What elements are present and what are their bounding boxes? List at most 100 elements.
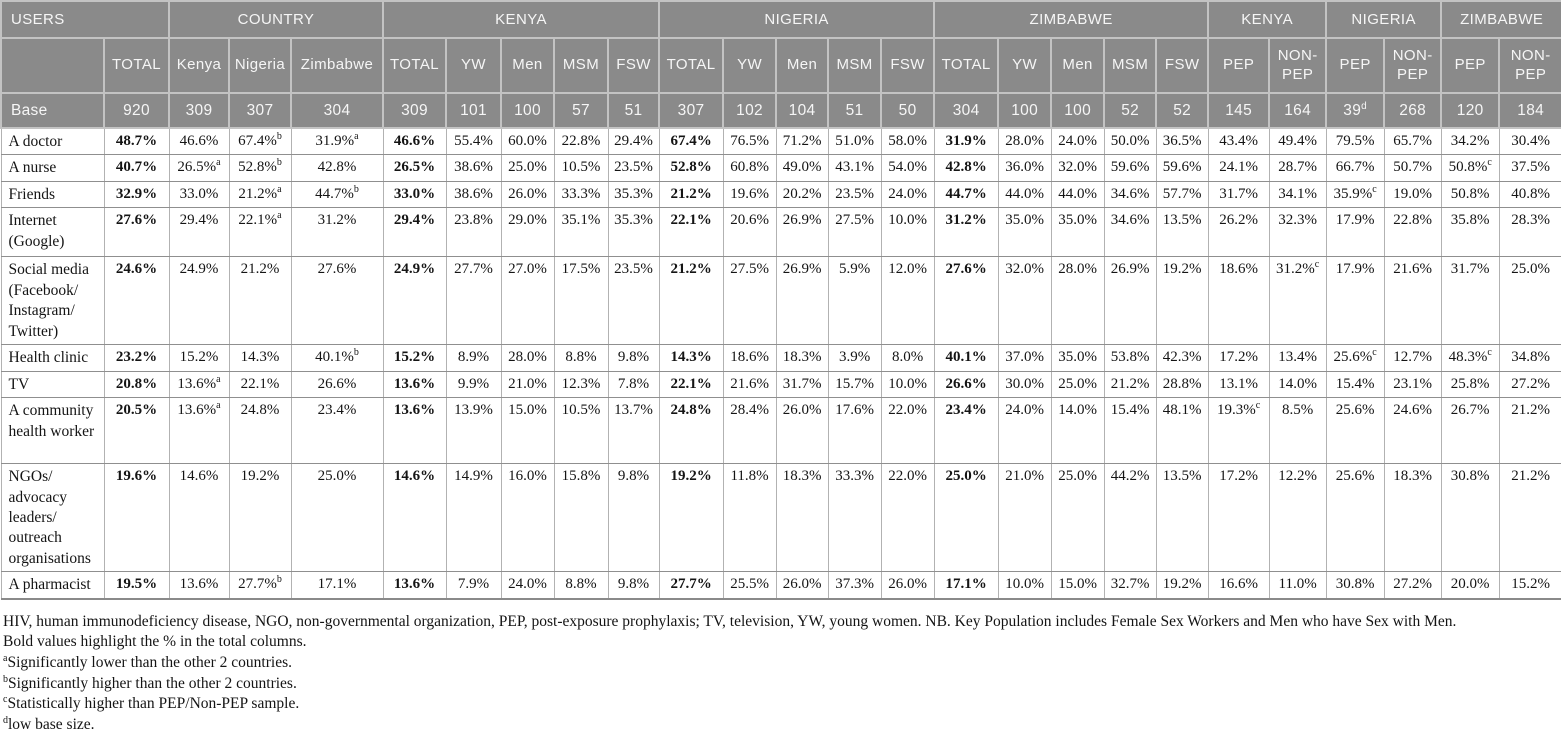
base-value: 50: [880, 92, 936, 129]
column-header-non-pep: NON-PEP: [1498, 37, 1561, 94]
significance-marker: c: [1487, 157, 1492, 169]
value-cell: 36.0%: [997, 154, 1052, 182]
value-cell: 9.8%: [607, 344, 660, 372]
table-row: Social media (Facebook/​Instagram/​Twitt…: [0, 256, 1561, 346]
value-cell: 12.0%: [880, 256, 935, 346]
base-value: 39d: [1325, 92, 1386, 129]
base-value: 100: [997, 92, 1053, 129]
value-cell: 35.3%: [607, 180, 660, 209]
value-cell: 29.0%: [500, 207, 555, 258]
row-label: TV: [0, 370, 105, 399]
value-cell: 24.9%: [382, 256, 447, 346]
value-cell: 21.2%: [658, 180, 724, 209]
value-cell: 17.9%: [1325, 207, 1385, 258]
value-cell: 25.0%: [1050, 370, 1105, 399]
value-cell: 18.3%: [775, 344, 829, 372]
value-cell: 27.7%: [658, 571, 724, 600]
value-cell: 21.2%: [1498, 397, 1561, 465]
value-cell: 24.9%: [168, 256, 230, 346]
significance-marker: c: [1314, 259, 1320, 271]
value-cell: 9.8%: [607, 463, 660, 573]
value-cell: 25.6%c: [1325, 344, 1385, 372]
value-cell: 23.2%: [103, 344, 170, 372]
base-value: 100: [500, 92, 555, 129]
value-cell: 20.0%: [1440, 571, 1500, 600]
value-cell: 25.8%: [1440, 370, 1500, 399]
value-cell: 15.2%: [168, 344, 230, 372]
value-cell: 27.2%: [1498, 370, 1561, 399]
value-cell: 26.5%a: [168, 154, 230, 182]
value-cell: 22.1%: [658, 370, 724, 399]
significance-marker: a: [354, 131, 359, 142]
row-label: A doctor: [0, 127, 105, 156]
value-cell: 26.7%: [1440, 397, 1500, 465]
value-cell: 15.4%: [1325, 370, 1385, 399]
value-cell: 46.6%: [382, 127, 447, 156]
value-cell: 20.8%: [103, 370, 170, 399]
value-cell: 44.0%: [997, 180, 1052, 209]
group-header-kenya-2: KENYA: [381, 0, 661, 39]
value-cell: 28.4%: [722, 397, 777, 465]
table-row: TV 20.8% 13.6%a 22.1% 26.6% 13.6% 9.9% 21.0% 12.…: [0, 370, 1561, 399]
value-cell: 22.1%: [228, 370, 292, 399]
value-cell: 50.8%: [1440, 180, 1500, 209]
base-value: 51: [606, 92, 661, 129]
table-body: A doctor 48.7% 46.6% 67.4%b 31.9%a 46.6% 55.4%…: [0, 127, 1561, 600]
row-label: A community health worker: [0, 397, 105, 465]
value-cell: 7.9%: [445, 571, 502, 600]
value-cell: 18.6%: [1207, 256, 1270, 346]
value-cell: 13.5%: [1155, 463, 1209, 573]
value-cell: 53.8%: [1103, 344, 1157, 372]
value-cell: 24.6%: [1383, 397, 1442, 465]
value-cell: 8.8%: [553, 571, 609, 600]
column-header-yw: YW: [722, 37, 778, 94]
value-cell: 14.6%: [168, 463, 230, 573]
value-cell: 34.2%: [1440, 127, 1500, 156]
value-cell: 52.8%b: [228, 154, 292, 182]
table-row: Friends 32.9% 33.0% 21.2%a 44.7%b 33.0% 38.6% 2…: [0, 180, 1561, 209]
value-cell: 50.8%c: [1440, 154, 1500, 182]
value-cell: 31.7%: [775, 370, 829, 399]
value-cell: 21.2%: [1103, 370, 1157, 399]
value-cell: 20.2%: [775, 180, 829, 209]
value-cell: 32.7%: [1103, 571, 1157, 600]
value-cell: 34.8%: [1498, 344, 1561, 372]
value-cell: 32.0%: [1050, 154, 1105, 182]
footnote: aSignificantly lower than the other 2 co…: [3, 652, 292, 672]
value-cell: 27.7%b: [228, 571, 292, 600]
value-cell: 24.0%: [997, 397, 1052, 465]
value-cell: 28.8%: [1155, 370, 1209, 399]
value-cell: 55.4%: [445, 127, 502, 156]
value-cell: 34.6%: [1103, 207, 1157, 258]
value-cell: 8.0%: [880, 344, 935, 372]
value-cell: 16.6%: [1207, 571, 1270, 600]
value-cell: 31.9%: [933, 127, 999, 156]
table-row: A pharmacist 19.5% 13.6% 27.7%b 17.1% 13.6% 7.…: [0, 571, 1561, 600]
information-sources-table: USERS COUNTRY KENYA NIGERIA ZIMBABWE KENYA NIG…: [0, 0, 1561, 600]
value-cell: 40.7%: [103, 154, 170, 182]
value-cell: 13.7%: [607, 397, 660, 465]
value-cell: 9.9%: [445, 370, 502, 399]
table-row: NGOs/​advocacy leaders/​outreach organis…: [0, 463, 1561, 573]
value-cell: 26.0%: [775, 571, 829, 600]
base-value: 268: [1383, 92, 1443, 129]
value-cell: 23.1%: [1383, 370, 1442, 399]
value-cell: 23.4%: [933, 397, 999, 465]
value-cell: 43.1%: [827, 154, 882, 182]
value-cell: 12.2%: [1268, 463, 1327, 573]
table-row: A community health worker 20.5% 13.6%a 24.8…: [0, 397, 1561, 465]
significance-marker: a: [216, 157, 221, 169]
column-header-pep: PEP: [1207, 37, 1271, 94]
value-cell: 50.7%: [1383, 154, 1442, 182]
value-cell: 38.6%: [445, 154, 502, 182]
value-cell: 28.0%: [997, 127, 1052, 156]
footnote: bSignificantly higher than the other 2 c…: [3, 673, 297, 692]
value-cell: 25.0%: [500, 154, 555, 182]
value-cell: 51.0%: [827, 127, 882, 156]
value-cell: 35.8%: [1440, 207, 1500, 258]
column-header-msm: MSM: [827, 37, 883, 94]
value-cell: 24.6%: [103, 256, 170, 346]
significance-marker: c: [1255, 400, 1261, 412]
base-value: 309: [382, 92, 447, 129]
value-cell: 10.0%: [997, 571, 1052, 600]
